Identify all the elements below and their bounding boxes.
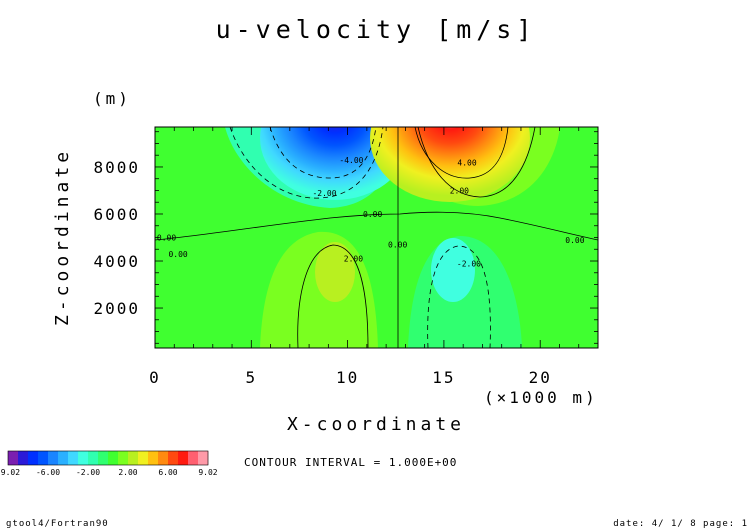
y-tick-label: 4000 <box>93 252 140 271</box>
contour-labels: 0.00 0.00 -2.00 -4.00 0.00 2.00 0.00 4.00 2.00 -2… <box>157 156 585 268</box>
contour-label: 0.00 <box>168 250 187 259</box>
contour-label: -4.00 <box>339 156 363 165</box>
colorbar-tick-label: 2.00 <box>118 468 137 477</box>
contour-pos2-lower-left <box>297 244 369 348</box>
contour-label: 2.00 <box>344 255 363 264</box>
y-tick-label: 2000 <box>93 299 140 318</box>
colorbar-tick-label: -6.00 <box>36 468 60 477</box>
x-tick-label: 5 <box>245 368 257 387</box>
contour-interval-text: CONTOUR INTERVAL = 1.000E+00 <box>244 456 457 469</box>
colorbar-swatch <box>138 451 149 465</box>
contour-label: 0.00 <box>388 241 407 250</box>
colorbar-swatch <box>88 451 99 465</box>
colorbar-swatch <box>8 451 19 465</box>
colorbar-frame <box>7 450 209 466</box>
contour-neg4-upper-left <box>269 127 377 179</box>
footer-left: gtool4/Fortran90 <box>6 519 109 529</box>
colorbar-swatch <box>188 451 199 465</box>
contour-label: 2.00 <box>450 186 469 195</box>
contour-pos4-upper-right <box>414 127 509 179</box>
colorbar-swatch <box>38 451 49 465</box>
colorbar-swatch <box>118 451 129 465</box>
colorbar-swatch <box>148 451 159 465</box>
contour-pos2-upper-right <box>417 127 536 198</box>
x-axis-label: X-coordinate <box>287 414 465 435</box>
colorbar-swatch <box>58 451 69 465</box>
zero-contour-horizontal <box>155 211 598 241</box>
colorbar-swatch <box>198 451 209 465</box>
contour-label: -2.00 <box>312 189 336 198</box>
colorbar-swatch <box>178 451 189 465</box>
axis-ticks <box>154 127 599 348</box>
colorbar-swatch <box>128 451 139 465</box>
x-tick-label: 20 <box>529 368 552 387</box>
x-tick-label: 15 <box>432 368 455 387</box>
colorbar-swatch <box>158 451 169 465</box>
colorbar-swatch <box>28 451 39 465</box>
colorbar-swatch <box>18 451 29 465</box>
x-unit-label: (×1000 m) <box>484 388 598 407</box>
x-tick-label: 0 <box>149 368 161 387</box>
y-axis-label: Z-coordinate <box>52 148 73 326</box>
y-unit-label: (m) <box>93 89 131 108</box>
contour-label: 0.00 <box>565 236 584 245</box>
colorbar-swatch <box>108 451 119 465</box>
y-tick-label: 6000 <box>93 205 140 224</box>
positive-max-lower-left <box>315 242 355 302</box>
colorbar-tick-label: -2.00 <box>76 468 100 477</box>
colorbar-swatch <box>168 451 179 465</box>
colorbar-tick-label: 9.02 <box>198 468 217 477</box>
contour-neg2-upper-left <box>229 127 384 199</box>
colorbar-swatch <box>98 451 109 465</box>
negative-min-lower-right <box>431 238 475 302</box>
contour-label: -2.00 <box>457 259 481 268</box>
colorbar-tick-label: -9.02 <box>0 468 20 477</box>
contour-label: 4.00 <box>457 158 476 167</box>
axis-tick-labels: 0 5 10 15 20 2000 4000 6000 8000 <box>93 158 552 387</box>
contour-label: 0.00 <box>363 210 382 219</box>
colorbar-swatch <box>78 451 89 465</box>
contour-label: 0.00 <box>157 234 176 243</box>
footer-right: date: 4/ 1/ 8 page: 1 <box>613 519 748 529</box>
colorbar-swatch <box>48 451 59 465</box>
colorbar <box>7 450 209 466</box>
x-tick-label: 10 <box>336 368 359 387</box>
plot-area <box>155 127 598 348</box>
colorbar-swatch <box>68 451 79 465</box>
y-tick-label: 8000 <box>93 158 140 177</box>
positive-core-top <box>370 127 530 202</box>
colorbar-tick-label: 6.00 <box>158 468 177 477</box>
colorbar-labels: -9.02 -6.00 -2.00 2.00 6.00 9.02 <box>0 468 218 477</box>
chart-title: u-velocity [m/s] <box>216 15 537 44</box>
